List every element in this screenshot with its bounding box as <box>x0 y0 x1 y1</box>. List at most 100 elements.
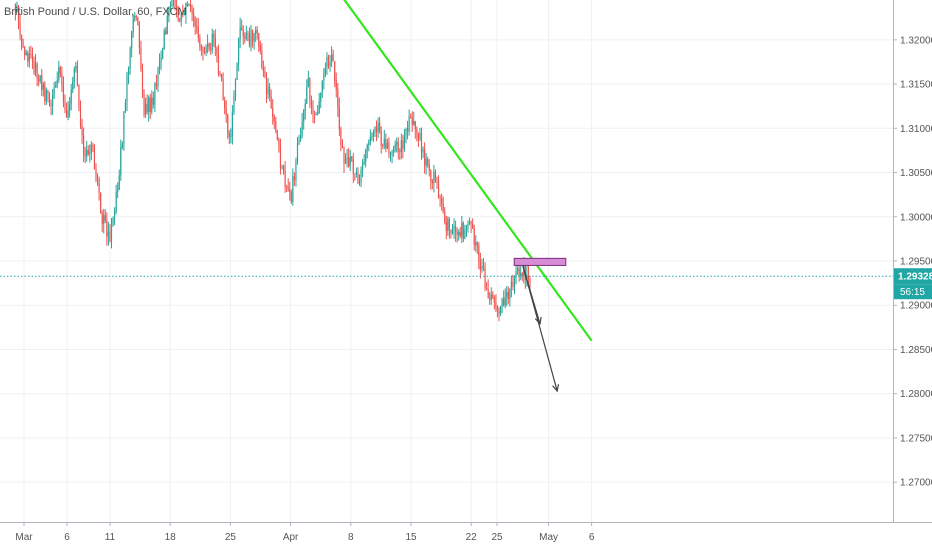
candle-down <box>98 176 100 201</box>
x-tick-label: 15 <box>405 532 417 543</box>
candle-down <box>493 295 495 310</box>
candle-body <box>177 11 179 20</box>
candle-body <box>239 27 241 40</box>
candle-body <box>72 81 74 90</box>
candle-body <box>83 135 85 155</box>
candle-up <box>253 32 255 50</box>
candle-down <box>442 196 444 214</box>
candle-body <box>317 113 319 114</box>
candle-body <box>408 116 410 132</box>
candle-down <box>64 94 66 114</box>
candle-up <box>207 34 209 54</box>
candle-down <box>445 215 447 240</box>
candle-up <box>303 108 305 130</box>
candle-body <box>143 94 145 115</box>
candle-down <box>177 5 179 23</box>
candle-down <box>200 44 202 56</box>
candle-body <box>169 6 171 11</box>
candle-up <box>157 66 159 92</box>
candle-down <box>282 164 285 175</box>
candle-up <box>89 144 91 163</box>
candle-up <box>320 92 322 109</box>
candle-up <box>127 66 130 85</box>
candle-up <box>25 49 27 56</box>
candle-up <box>377 117 379 138</box>
x-tick-label: 22 <box>466 532 478 543</box>
candle-body <box>292 176 294 203</box>
candle-body <box>496 306 499 311</box>
candle-down <box>182 4 184 18</box>
candle-body <box>267 86 269 95</box>
candle-down <box>155 74 158 90</box>
candle-down <box>338 97 340 136</box>
candle-down <box>498 307 500 322</box>
x-tick-label: 6 <box>64 532 70 543</box>
candle-body <box>509 288 511 300</box>
candle-body <box>430 170 432 182</box>
candle-body <box>391 151 393 154</box>
candle-down <box>100 192 102 214</box>
candle-up <box>369 129 371 146</box>
arrow-head <box>534 316 542 326</box>
candle-body <box>264 70 266 77</box>
candle-body <box>420 132 423 153</box>
candle-body <box>180 13 182 21</box>
candle-body <box>114 211 116 217</box>
candle-down <box>214 29 216 57</box>
candle-up <box>70 83 72 111</box>
candle-up <box>447 216 449 236</box>
candle-body <box>120 147 122 176</box>
candle-down <box>287 178 289 192</box>
y-tick-label: 1.30000 <box>900 212 932 223</box>
candle-up <box>296 136 299 165</box>
candle-body <box>465 228 468 230</box>
candle-body <box>410 116 412 118</box>
candle-body <box>253 33 255 42</box>
resistance-zone <box>513 257 567 266</box>
candle-body <box>476 242 478 246</box>
candle-down <box>19 13 21 41</box>
candle-up <box>372 129 375 142</box>
candle-body <box>399 151 401 153</box>
candle-body <box>222 78 224 101</box>
candle-body <box>234 79 237 97</box>
candle-down <box>84 146 86 164</box>
candle-body <box>208 43 210 50</box>
candle-up <box>329 54 331 72</box>
candle-down <box>436 176 438 189</box>
candle-up <box>245 25 247 41</box>
candle-body <box>241 27 243 30</box>
candle-up <box>360 166 362 187</box>
candle-down <box>109 223 111 243</box>
candle-up <box>126 71 128 112</box>
candle-up <box>468 217 471 226</box>
candle-body <box>282 166 285 170</box>
candle-body <box>400 140 402 152</box>
candle-down <box>416 126 418 142</box>
candle-down <box>199 34 201 51</box>
y-tick-label: 1.31000 <box>900 124 932 135</box>
candle-body <box>242 29 244 38</box>
candle-up <box>368 139 370 152</box>
candle-body <box>427 158 429 165</box>
candle-down <box>95 163 97 183</box>
candle-body <box>377 122 379 133</box>
candle-body <box>436 180 438 182</box>
candle-down <box>470 220 472 234</box>
candle-down <box>286 184 288 192</box>
candle-down <box>65 102 68 118</box>
candle-body <box>58 67 60 80</box>
candle-up <box>148 95 150 122</box>
candle-body <box>138 24 140 48</box>
candle-down <box>41 68 43 97</box>
candle-up <box>185 2 187 24</box>
candle-up <box>132 15 134 38</box>
candle-down <box>141 63 144 99</box>
candle-up <box>451 224 454 235</box>
candle-up <box>344 153 347 165</box>
candle-up <box>158 53 161 75</box>
candle-down <box>293 172 295 186</box>
candle-up <box>292 168 294 206</box>
